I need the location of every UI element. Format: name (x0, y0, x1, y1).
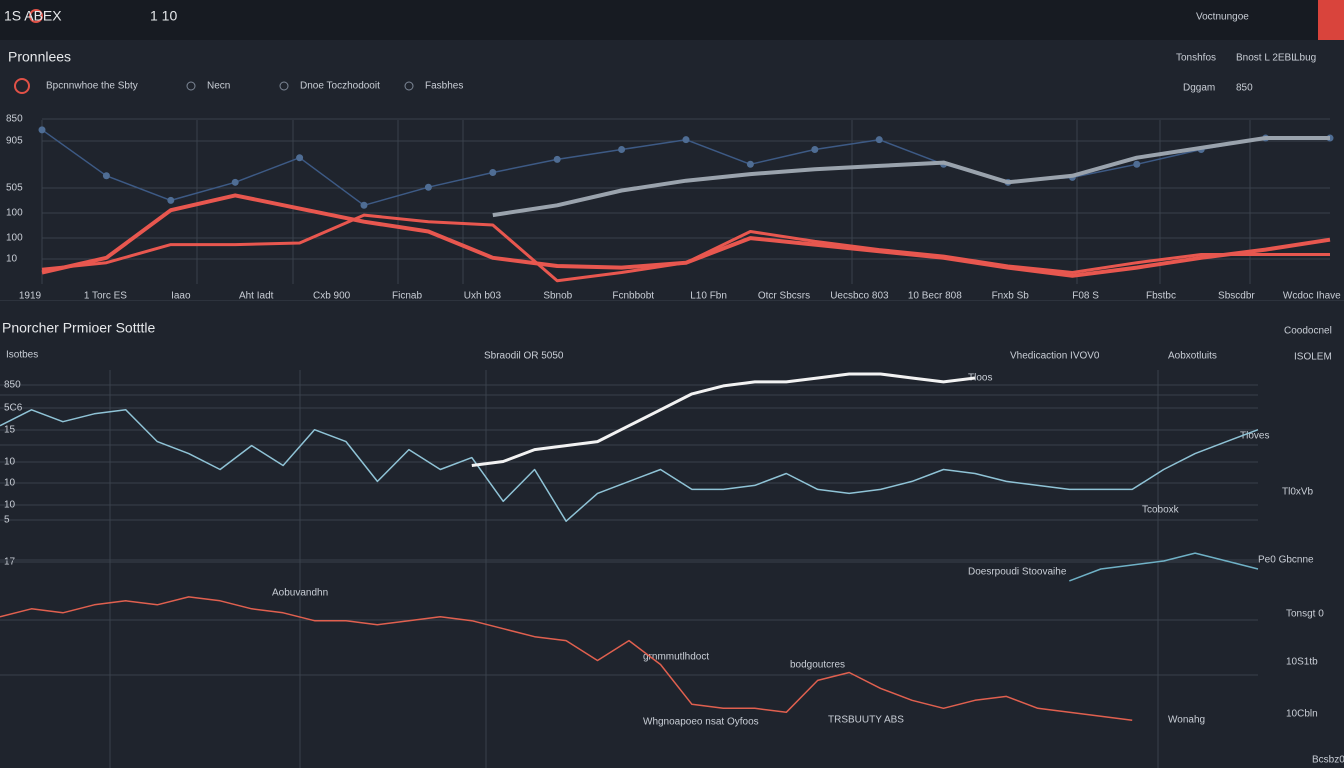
x-tick-label: Sbscdbr (1218, 291, 1255, 302)
point (618, 146, 626, 154)
series-line (41, 213, 1330, 283)
y-tick-label: 905 (6, 136, 23, 147)
y-tick-label: 100 (6, 233, 23, 244)
y-tick-label: 5 (4, 515, 10, 526)
point (489, 168, 497, 176)
legend-label: Vhedicaction IVOV0 (1010, 351, 1100, 362)
user-name[interactable]: Voctnungoe (1196, 12, 1249, 23)
x-tick-label: 10 Becr 808 (908, 291, 962, 302)
header-label: Lbug (1294, 53, 1316, 64)
y-tick-label: 5C6 (4, 403, 23, 414)
x-tick-label: Iaao (171, 291, 191, 302)
filter-dot (186, 81, 196, 91)
x-tick-label: Uxh b03 (464, 291, 502, 302)
x-tick-label: Wcdoc Ihave (1283, 291, 1341, 302)
side-label: 10S1tb (1286, 657, 1318, 668)
detail-subtitle: Isotbes (6, 350, 38, 361)
side-label: 10Cbln (1286, 709, 1318, 720)
y-tick-label: 10 (4, 500, 16, 511)
point (38, 126, 46, 134)
x-tick-label: Cxb 900 (313, 291, 351, 302)
filter-label[interactable]: Fasbhes (425, 81, 463, 92)
annotation: Doesrpoudi Stoovaihe (968, 567, 1067, 578)
header-label: Dggam (1183, 83, 1215, 94)
point (811, 146, 819, 154)
annotation: bodgoutcres (790, 660, 845, 671)
logo: 1S ABEX (4, 8, 62, 24)
point (167, 196, 175, 204)
annotation: Tcoboxk (1142, 505, 1180, 516)
y-tick-label: 850 (4, 380, 21, 391)
menu-button[interactable] (1318, 0, 1344, 40)
header-label: 850 (1236, 83, 1253, 94)
filter-dot (279, 81, 289, 91)
point (746, 160, 754, 168)
point (360, 201, 368, 209)
header-label: Tonshfos (1176, 53, 1216, 64)
side-label: Tl0xVb (1282, 487, 1314, 498)
legend-label: Sbraodil OR 5050 (484, 351, 564, 362)
divider (0, 300, 1344, 301)
filter-label[interactable]: Necn (207, 81, 230, 92)
side-header: ISOLEM (1294, 352, 1332, 363)
x-tick-label: 1919 (19, 291, 42, 302)
x-tick-label: 1 Torc ES (84, 291, 127, 302)
y-tick-label: 505 (6, 183, 23, 194)
series-line (0, 596, 1133, 721)
point (231, 178, 239, 186)
annotation: Whgnoapoeo nsat Oyfoos (643, 717, 759, 728)
annotation: grnmmutlhdoct (643, 652, 709, 663)
series-line (0, 409, 1259, 522)
side-header: Coodocnel (1284, 326, 1332, 337)
point (102, 172, 110, 180)
filter-dot (404, 81, 414, 91)
x-tick-label: Fcnbbobt (612, 291, 654, 302)
point (424, 183, 432, 191)
point (682, 136, 690, 144)
y-tick-label: 850 (6, 114, 23, 125)
x-tick-label: Fbstbc (1146, 291, 1176, 302)
y-tick-label: 10 (4, 457, 16, 468)
annotation: Tloos (968, 373, 992, 384)
header-label: Bnost L 2EBL (1236, 53, 1297, 64)
y-tick-label: 10 (6, 254, 18, 265)
side-label: Tonsgt 0 (1286, 609, 1324, 620)
series-line (1069, 552, 1259, 582)
legend-label: Aobxotluits (1168, 351, 1217, 362)
x-tick-label: Ficnab (392, 291, 422, 302)
logo-icon (29, 9, 43, 23)
filter-label[interactable]: Dnoe Toczhodooit (300, 81, 380, 92)
y-tick-label: 100 (6, 208, 23, 219)
y-tick-label: 15 (4, 425, 16, 436)
x-tick-label: Otcr Sbcsrs (758, 291, 810, 302)
annotation: Tloves (1240, 431, 1269, 442)
point (1133, 160, 1141, 168)
series-line (492, 136, 1330, 218)
y-tick-label: 17 (4, 557, 16, 568)
x-tick-label: L10 Fbn (690, 291, 727, 302)
counter: 1 10 (150, 8, 177, 24)
x-tick-label: Sbnob (543, 291, 572, 302)
annotation: Wonahg (1168, 715, 1205, 726)
x-tick-label: Uecsbco 803 (830, 291, 889, 302)
x-tick-label: Aht Iadt (239, 291, 274, 302)
overview-title: Pronnlees (8, 49, 71, 65)
x-tick-label: F08 S (1072, 291, 1099, 302)
filter-icon (14, 78, 30, 94)
filter-label[interactable]: Bpcnnwhoe the Sbty (46, 81, 138, 92)
series-line (471, 372, 976, 467)
side-label: Pe0 Gbcnne (1258, 555, 1314, 566)
point (875, 136, 883, 144)
y-tick-label: 10 (4, 478, 16, 489)
point (296, 154, 304, 162)
side-label: Bcsbz0b (1312, 755, 1344, 766)
annotation: TRSBUUTY ABS (828, 715, 904, 726)
point (553, 155, 561, 163)
annotation: Aobuvandhn (272, 588, 328, 599)
x-tick-label: Fnxb Sb (992, 291, 1030, 302)
detail-title: Pnorcher Prmioer Sotttle (2, 320, 155, 336)
top-bar (0, 0, 1344, 40)
